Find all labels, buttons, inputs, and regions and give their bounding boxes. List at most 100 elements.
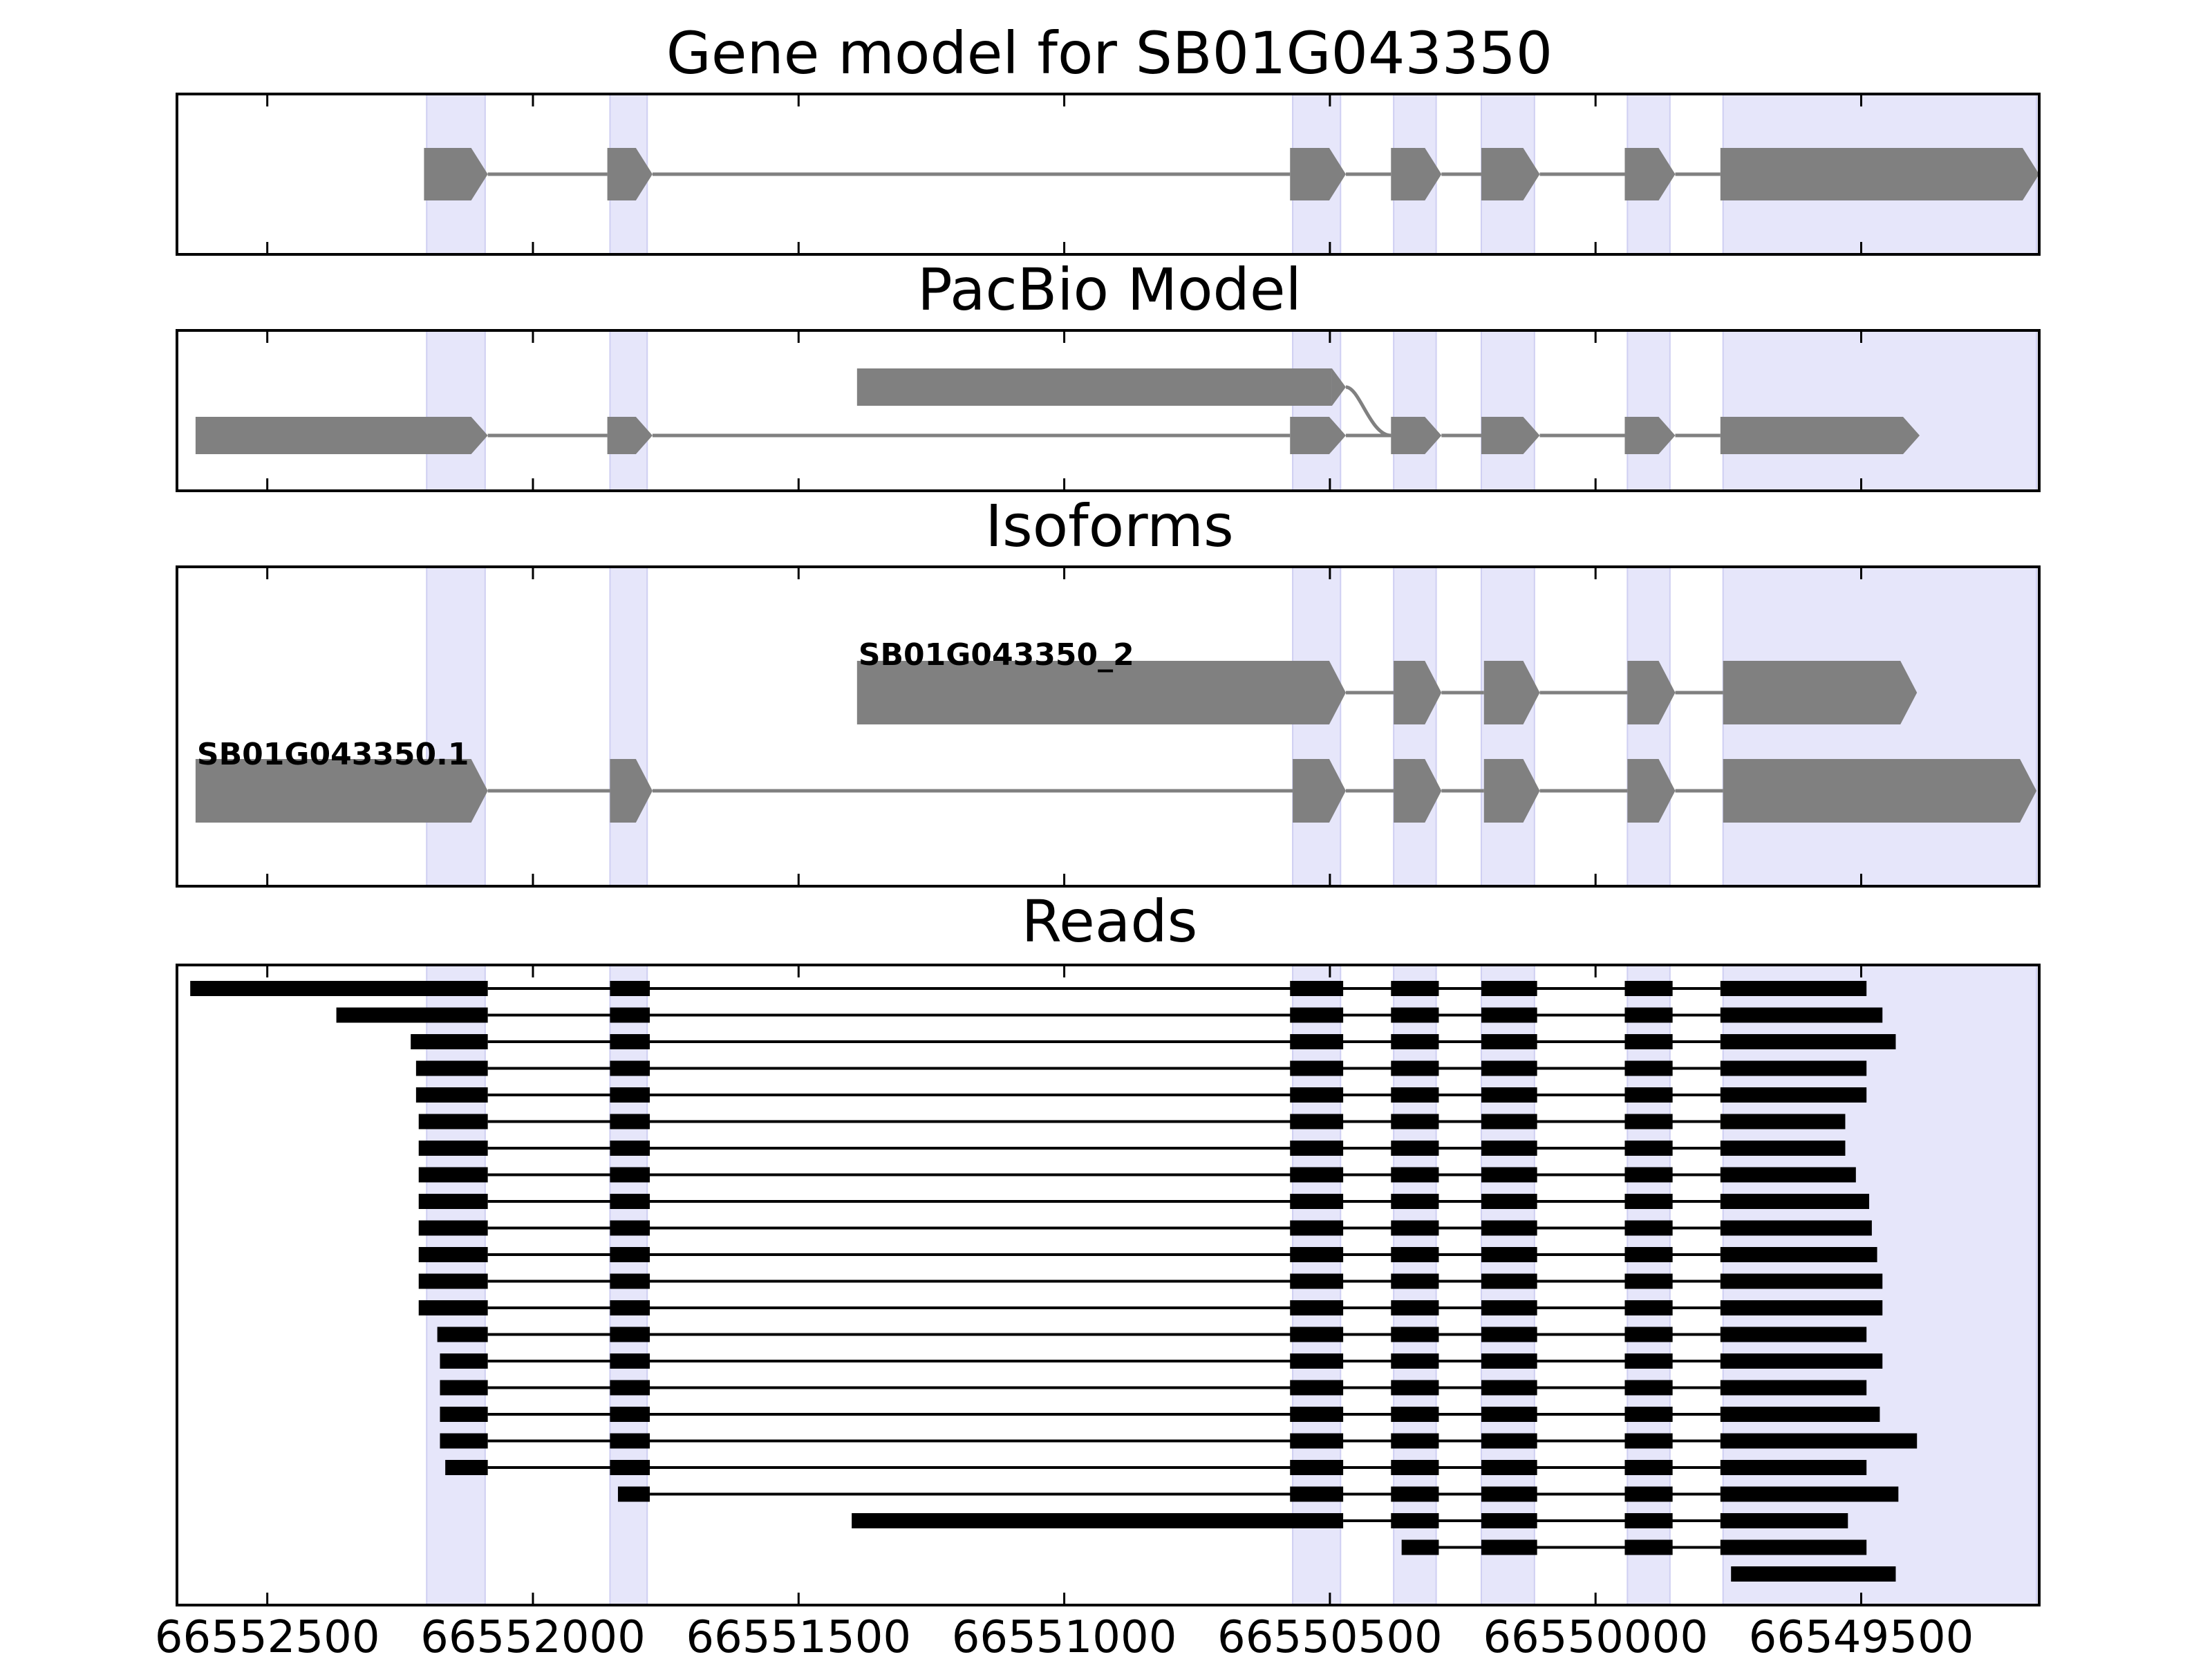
read-block: [610, 1300, 650, 1315]
pacbio-bottom-exon: [195, 417, 488, 454]
read-block: [1391, 1486, 1439, 1502]
read-block: [1720, 1060, 1867, 1076]
panel-frame: [176, 964, 2041, 1606]
panel-frame: [176, 329, 2041, 492]
read-block: [1481, 1220, 1537, 1236]
read-block: [1290, 1194, 1344, 1209]
read-block: [1290, 1433, 1344, 1449]
read-block: [610, 1353, 650, 1369]
read-block: [418, 1300, 488, 1315]
read-block: [1290, 1087, 1344, 1103]
read: [437, 1327, 1867, 1342]
x-tick-label: 66551500: [686, 1612, 911, 1659]
read-block: [1624, 1380, 1673, 1396]
read: [440, 1380, 1867, 1396]
read-block: [1720, 1486, 1899, 1502]
panel-frame: [176, 93, 2041, 256]
read: [418, 1247, 1877, 1262]
isoform-2-exon: [1394, 661, 1442, 724]
read: [415, 1060, 1867, 1076]
x-tick-label: 66552000: [420, 1612, 646, 1659]
read-block: [1391, 1460, 1439, 1475]
read-block: [418, 1114, 488, 1130]
read: [440, 1433, 1918, 1449]
read-block: [440, 1353, 488, 1369]
panel-title-isoforms: Isoforms: [985, 492, 1234, 560]
read-block: [1391, 1433, 1439, 1449]
panel-reads-plot: [176, 964, 2041, 1606]
read-block: [1624, 1486, 1673, 1502]
read-block: [415, 1087, 488, 1103]
read-block: [1624, 1539, 1673, 1555]
read-block: [1720, 1167, 1856, 1183]
read-block: [1624, 1273, 1673, 1289]
pacbio-top-exon-tip: [1331, 368, 1346, 406]
read-block: [418, 1167, 488, 1183]
read: [852, 1513, 1848, 1528]
read: [415, 1087, 1867, 1103]
highlight-band: [426, 566, 486, 887]
highlight-band: [426, 330, 486, 491]
panel-isoforms-plot: SB01G043350_2 SB01G043350.1: [176, 565, 2041, 888]
read-block: [1720, 1247, 1877, 1262]
highlight-band: [1627, 566, 1671, 887]
read-block: [1720, 1273, 1883, 1289]
read-block: [610, 1034, 650, 1049]
read-block: [610, 1460, 650, 1475]
x-tick-label: 66551000: [952, 1612, 1177, 1659]
read-block: [1731, 1566, 1896, 1582]
read-block: [1481, 981, 1537, 996]
pacbio-bottom-exon: [1290, 417, 1346, 454]
highlight-band: [1393, 330, 1437, 491]
read-block: [418, 1220, 488, 1236]
highlight-band: [1480, 330, 1535, 491]
read-block: [1720, 1353, 1883, 1369]
read-block: [610, 1114, 650, 1130]
read-block: [1624, 1114, 1673, 1130]
highlight-band: [1627, 330, 1671, 491]
gene-model-exon: [1391, 148, 1442, 200]
read-block: [1391, 1353, 1439, 1369]
read-block: [1720, 1513, 1848, 1528]
panel-gene-model: Gene model for SB01G043350: [176, 19, 2041, 256]
read-block: [1290, 1247, 1344, 1262]
read-block: [1481, 1460, 1537, 1475]
read-block: [610, 1220, 650, 1236]
read-block: [610, 1194, 650, 1209]
read-block: [1481, 1327, 1537, 1342]
read-block: [415, 1060, 488, 1076]
read: [336, 1007, 1883, 1023]
read-block: [1720, 1114, 1846, 1130]
read-block: [1624, 1087, 1673, 1103]
highlight-band: [609, 330, 648, 491]
read-block: [1481, 1433, 1537, 1449]
read: [418, 1114, 1846, 1130]
read-block: [440, 1407, 488, 1422]
read-block: [1624, 1007, 1673, 1023]
read-block: [1290, 1407, 1344, 1422]
read-block: [1720, 1087, 1867, 1103]
panel-isoforms: Isoforms SB01G043350_2 SB01G043350.1: [176, 492, 2041, 888]
read-block: [1391, 1247, 1439, 1262]
read-block: [1624, 1194, 1673, 1209]
read-block: [440, 1433, 488, 1449]
panel-title-gene-model: Gene model for SB01G043350: [666, 19, 1553, 87]
isoform-2-exon: [856, 661, 1346, 724]
read-block: [1290, 1327, 1344, 1342]
read: [418, 1220, 1872, 1236]
isoform-1-exon: [610, 759, 653, 823]
read-block: [1391, 1300, 1439, 1315]
read-block: [1481, 1380, 1537, 1396]
read-block: [1720, 1034, 1896, 1049]
isoform-label: SB01G043350_2: [859, 637, 1134, 673]
read: [440, 1353, 1883, 1369]
read-block: [1401, 1539, 1439, 1555]
read-block: [1624, 1247, 1673, 1262]
read-block: [1481, 1141, 1537, 1156]
read-block: [1391, 1167, 1439, 1183]
pacbio-top-exon: [856, 368, 1332, 406]
read-block: [1391, 1513, 1439, 1528]
read-block: [1290, 1220, 1344, 1236]
read-block: [1624, 1034, 1673, 1049]
